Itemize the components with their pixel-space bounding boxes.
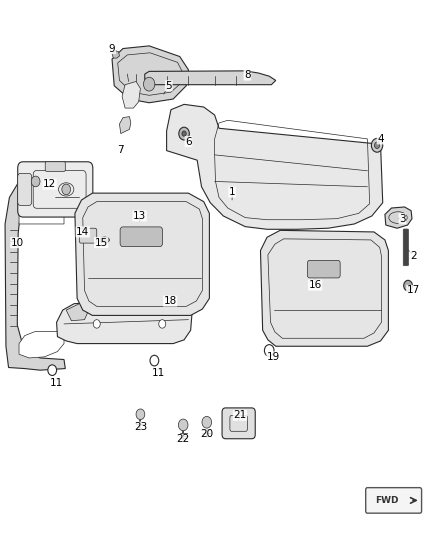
Text: 17: 17 xyxy=(406,286,420,295)
Text: 21: 21 xyxy=(233,410,247,421)
Circle shape xyxy=(179,127,189,140)
Text: 2: 2 xyxy=(410,251,417,261)
FancyBboxPatch shape xyxy=(18,162,93,217)
Text: 15: 15 xyxy=(95,238,108,247)
FancyBboxPatch shape xyxy=(18,173,32,205)
Polygon shape xyxy=(122,82,141,108)
FancyBboxPatch shape xyxy=(120,227,162,247)
Polygon shape xyxy=(19,197,64,224)
Text: 12: 12 xyxy=(43,179,56,189)
Text: 23: 23 xyxy=(134,422,147,432)
Text: 20: 20 xyxy=(200,429,213,439)
Circle shape xyxy=(182,131,186,136)
FancyBboxPatch shape xyxy=(79,228,97,243)
Circle shape xyxy=(31,176,40,187)
Text: 10: 10 xyxy=(11,238,24,247)
FancyBboxPatch shape xyxy=(307,261,340,278)
Text: 11: 11 xyxy=(50,378,63,389)
Circle shape xyxy=(48,365,57,375)
Circle shape xyxy=(93,320,100,328)
Text: 14: 14 xyxy=(76,227,89,237)
Text: 8: 8 xyxy=(244,70,251,80)
Text: 19: 19 xyxy=(267,352,280,362)
Text: 16: 16 xyxy=(308,280,321,290)
Text: 4: 4 xyxy=(377,134,384,144)
Polygon shape xyxy=(57,301,192,344)
Text: 22: 22 xyxy=(177,434,190,445)
Polygon shape xyxy=(19,332,64,358)
Polygon shape xyxy=(261,230,389,346)
FancyBboxPatch shape xyxy=(403,229,409,266)
Text: 1: 1 xyxy=(229,187,235,197)
Text: 3: 3 xyxy=(399,214,406,224)
Text: 9: 9 xyxy=(109,44,115,53)
Text: 5: 5 xyxy=(166,81,172,91)
Circle shape xyxy=(178,419,188,431)
Text: FWD: FWD xyxy=(375,496,399,505)
FancyBboxPatch shape xyxy=(366,488,422,513)
Circle shape xyxy=(265,345,274,357)
Circle shape xyxy=(150,356,159,366)
Polygon shape xyxy=(5,173,71,370)
Text: 18: 18 xyxy=(163,296,177,306)
Circle shape xyxy=(144,77,155,91)
Circle shape xyxy=(374,142,380,149)
Text: 6: 6 xyxy=(185,136,192,147)
Text: 11: 11 xyxy=(152,368,166,378)
Polygon shape xyxy=(145,71,276,85)
Polygon shape xyxy=(166,104,383,229)
Polygon shape xyxy=(112,51,120,58)
FancyBboxPatch shape xyxy=(222,408,255,439)
Circle shape xyxy=(62,184,71,195)
Circle shape xyxy=(136,409,145,419)
Text: 13: 13 xyxy=(133,211,146,221)
Circle shape xyxy=(159,320,166,328)
Polygon shape xyxy=(112,46,188,103)
Circle shape xyxy=(371,139,383,152)
Ellipse shape xyxy=(100,237,110,243)
Circle shape xyxy=(202,416,212,428)
Polygon shape xyxy=(66,303,88,321)
Polygon shape xyxy=(120,117,131,134)
FancyBboxPatch shape xyxy=(45,162,65,171)
Text: 7: 7 xyxy=(117,144,124,155)
Polygon shape xyxy=(75,193,209,316)
Polygon shape xyxy=(385,207,412,228)
Circle shape xyxy=(404,280,413,291)
